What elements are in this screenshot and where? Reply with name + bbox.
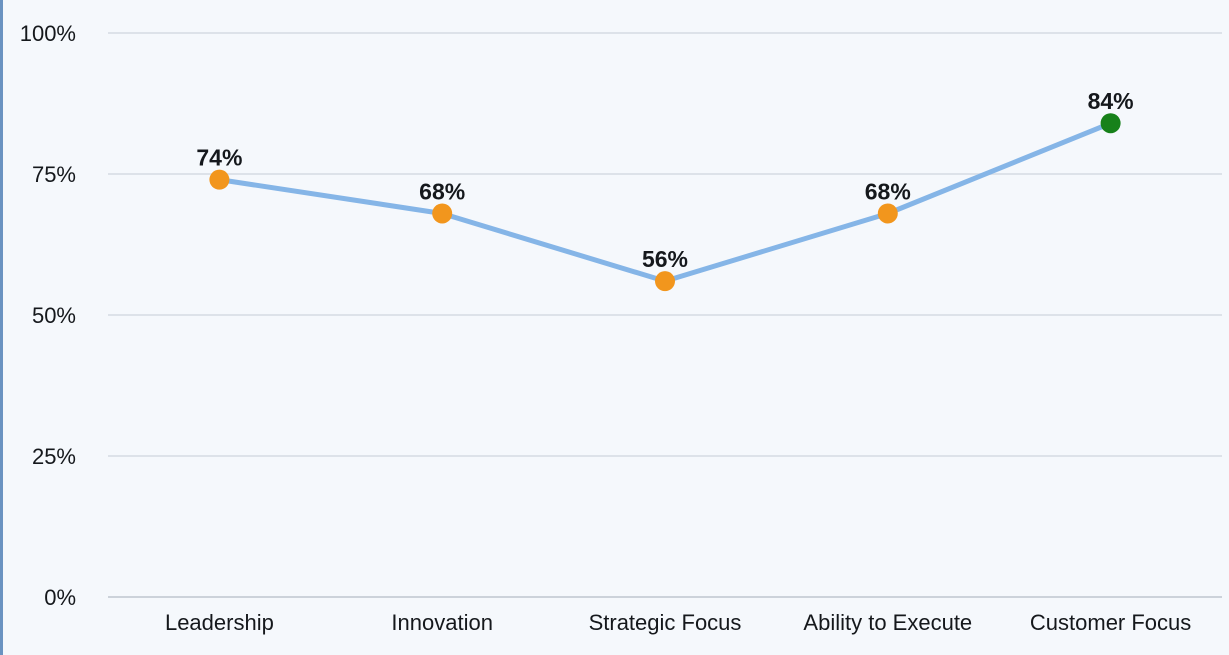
x-axis-label: Leadership	[165, 610, 274, 635]
data-point-label: 68%	[865, 178, 911, 204]
y-tick-label: 100%	[20, 21, 76, 46]
data-point-label: 68%	[419, 178, 465, 204]
data-point-label: 84%	[1088, 88, 1134, 114]
y-tick-label: 50%	[32, 303, 76, 328]
data-point-marker	[877, 203, 898, 224]
left-accent-bar	[0, 0, 3, 655]
x-axis-label: Strategic Focus	[589, 610, 742, 635]
x-axis-label: Customer Focus	[1030, 610, 1191, 635]
data-point-marker	[655, 271, 675, 292]
x-axis-label: Ability to Execute	[803, 610, 972, 635]
y-tick-label: 0%	[44, 585, 76, 610]
data-point-label: 56%	[642, 246, 688, 272]
x-axis-label: Innovation	[391, 610, 493, 635]
data-point-label: 74%	[196, 145, 242, 171]
data-point-marker	[432, 203, 453, 224]
y-tick-label: 25%	[32, 444, 76, 469]
y-tick-label: 75%	[32, 162, 76, 187]
data-point-marker	[1100, 113, 1121, 134]
data-point-marker	[209, 169, 230, 190]
